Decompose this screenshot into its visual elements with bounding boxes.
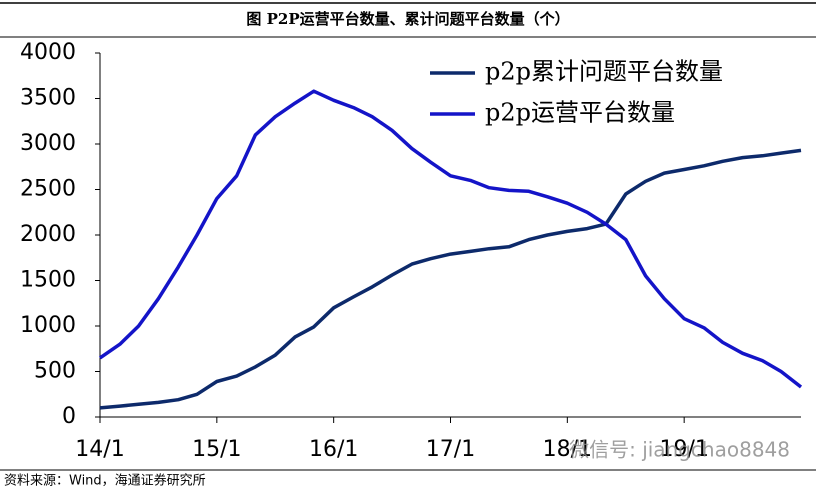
x-tick-label: 15/1 [192,437,241,462]
y-tick-label: 4000 [20,40,76,65]
legend-label: p2p运营平台数量 [485,99,675,127]
x-tick-label: 16/1 [309,437,358,462]
x-tick-label: 14/1 [75,437,124,462]
y-tick-label: 2500 [20,177,76,202]
series-line [99,89,803,389]
legend-label: p2p累计问题平台数量 [485,58,723,86]
x-tick-label: 17/1 [426,437,475,462]
y-tick-label: 1500 [20,268,76,293]
x-tick-label: 19/1 [659,437,708,462]
y-tick-label: 3000 [20,131,76,156]
y-tick-label: 0 [62,404,76,429]
series-line [99,148,802,410]
y-tick-label: 500 [34,359,76,384]
source: 资料来源：Wind，海通证券研究所 [4,473,206,489]
y-tick-label: 2000 [20,222,76,247]
y-tick-label: 1000 [20,313,76,338]
y-tick-label: 3500 [20,86,76,111]
x-tick-label: 18/1 [543,437,592,462]
watermark: 微信号: jiangchao8848 [569,438,790,462]
chart-title: 图 P2P运营平台数量、累计问题平台数量（个） [246,10,569,28]
